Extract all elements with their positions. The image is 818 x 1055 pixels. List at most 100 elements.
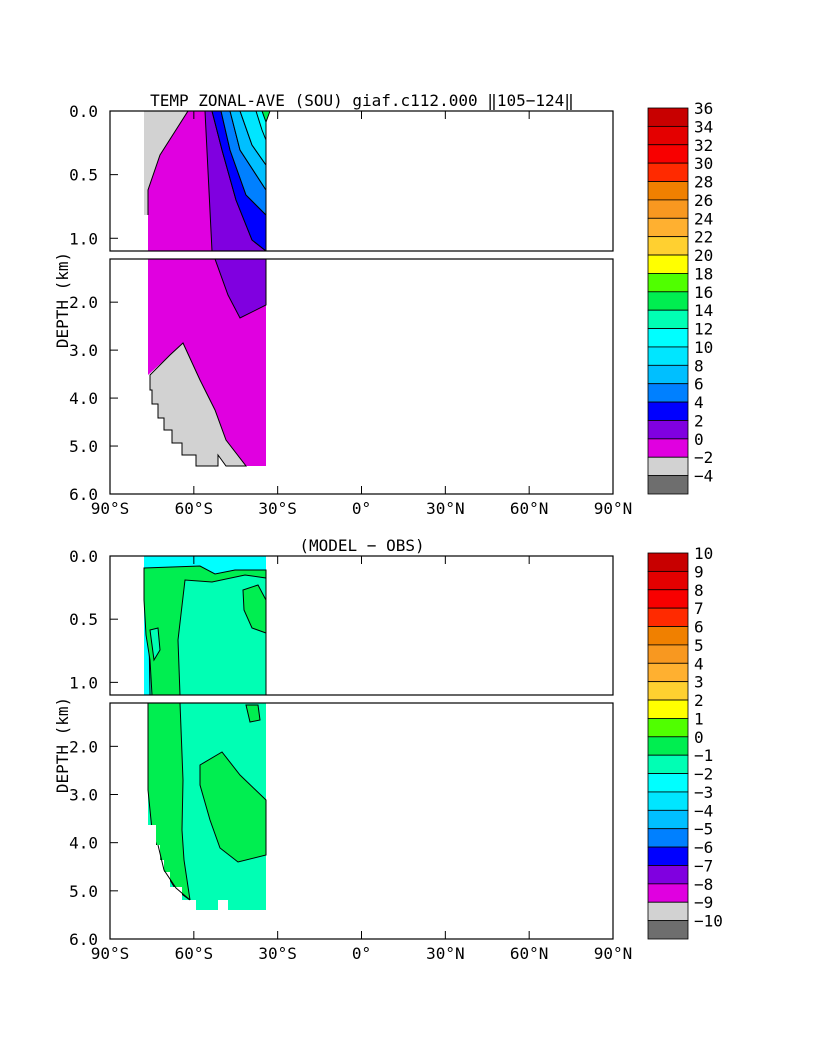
colorbar-swatch bbox=[647, 217, 689, 238]
colorbar-label: 9 bbox=[694, 562, 704, 581]
y-tick-label: 4.0 bbox=[69, 834, 98, 853]
colorbar-swatch bbox=[647, 865, 689, 885]
x-tick-label: 0° bbox=[352, 944, 371, 963]
y-tick-label: 0.0 bbox=[69, 102, 98, 121]
y-tick-label: 2.0 bbox=[69, 737, 98, 756]
x-axis: 90°S 60°S 30°S 0° 30°N 60°N 90°N bbox=[91, 111, 633, 518]
y-tick-label: 5.0 bbox=[69, 882, 98, 901]
fill-cyan bbox=[149, 627, 161, 662]
colorbar-swatch bbox=[647, 475, 689, 495]
y-tick-label: 1.0 bbox=[69, 229, 98, 248]
colorbar-swatch bbox=[647, 846, 689, 866]
colorbar-swatch bbox=[647, 718, 689, 738]
colorbar-swatch bbox=[647, 589, 689, 609]
x-axis: 90°S 60°S 30°S 0° 30°N 60°N 90°N bbox=[91, 556, 632, 963]
y-tick-label: 3.0 bbox=[69, 341, 98, 360]
colorbar-label: −7 bbox=[694, 856, 713, 875]
contour-line bbox=[157, 844, 191, 901]
colorbar-label: 6 bbox=[694, 375, 704, 394]
y-tick-label: 1.0 bbox=[69, 673, 98, 692]
colorbar-label: 30 bbox=[694, 154, 713, 173]
y-tick-label: 0.5 bbox=[69, 166, 98, 185]
colorbar-label: 7 bbox=[694, 599, 704, 618]
fill-cyan bbox=[239, 111, 267, 167]
x-tick-label: 60°S bbox=[175, 499, 214, 518]
colorbar-label: 34 bbox=[694, 117, 713, 136]
colorbar-label: −6 bbox=[694, 838, 713, 857]
fill-green bbox=[199, 751, 267, 863]
x-tick-label: 90°S bbox=[91, 944, 130, 963]
y-axis: 0.0 0.5 1.0 2.0 3.0 4.0 5.0 6.0 bbox=[69, 547, 118, 949]
y-tick-label: 6.0 bbox=[69, 930, 98, 949]
y-tick-label: 4.0 bbox=[69, 389, 98, 408]
colorbar-label: 32 bbox=[694, 136, 713, 155]
colorbar-swatch bbox=[647, 883, 689, 903]
fill-purple bbox=[214, 259, 267, 319]
colorbar-swatch bbox=[647, 901, 689, 922]
colorbar-swatch bbox=[647, 328, 689, 348]
colorbar-label: 3 bbox=[694, 673, 704, 692]
colorbar-swatch bbox=[647, 920, 689, 940]
contour-line bbox=[147, 111, 189, 215]
colorbar-label: 10 bbox=[694, 338, 713, 357]
y-axis-label: DEPTH (km) bbox=[53, 697, 72, 793]
x-tick-label: 90°N bbox=[594, 499, 633, 518]
colorbar-swatch bbox=[647, 773, 689, 793]
colorbar-label: 22 bbox=[694, 228, 713, 247]
y-tick-label: 2.0 bbox=[69, 293, 98, 312]
mask bbox=[148, 825, 196, 910]
colorbar-swatch bbox=[647, 181, 689, 201]
colorbar-label: −9 bbox=[694, 893, 713, 912]
colorbar-label: 10 bbox=[694, 544, 713, 563]
colorbar-label: 14 bbox=[694, 301, 713, 320]
y-axis: 0.0 0.5 1.0 2.0 3.0 4.0 5.0 6.0 bbox=[69, 102, 118, 504]
colorbar-label: 8 bbox=[694, 581, 704, 600]
x-tick-label: 30°N bbox=[426, 499, 465, 518]
colorbar-swatch bbox=[647, 254, 689, 274]
fill-green bbox=[245, 704, 261, 723]
colorbar-swatch bbox=[647, 309, 689, 329]
y-tick-label: 5.0 bbox=[69, 437, 98, 456]
x-tick-label: 60°S bbox=[175, 944, 214, 963]
colorbar-swatch bbox=[647, 791, 689, 811]
colorbar-label: 24 bbox=[694, 209, 713, 228]
colorbar-label: 8 bbox=[694, 356, 704, 375]
colorbar-label: 12 bbox=[694, 320, 713, 339]
colorbar-swatch bbox=[647, 273, 689, 293]
x-tick-label: 90°S bbox=[91, 499, 130, 518]
colorbar-label: 0 bbox=[694, 728, 704, 747]
fill-lightgray bbox=[144, 111, 188, 215]
colorbar-label: 2 bbox=[694, 411, 704, 430]
colorbar-label: 28 bbox=[694, 173, 713, 192]
chart-title: TEMP ZONAL-AVE (SOU) giaf.c112.000 ‖105−… bbox=[150, 91, 574, 110]
colorbar-label: 26 bbox=[694, 191, 713, 210]
colorbar-swatch bbox=[647, 438, 689, 458]
colorbar-swatch bbox=[647, 107, 689, 127]
colorbar-swatch bbox=[647, 754, 689, 774]
colorbar-label: −1 bbox=[694, 746, 713, 765]
colorbar-swatch bbox=[647, 364, 689, 385]
y-axis-label: DEPTH (km) bbox=[53, 252, 72, 348]
colorbar-label: 18 bbox=[694, 264, 713, 283]
colorbar-swatch bbox=[647, 828, 689, 848]
colorbar-swatch bbox=[647, 809, 689, 830]
colorbar-swatch bbox=[647, 199, 689, 219]
temperature-field bbox=[144, 111, 271, 467]
colorbar-swatch bbox=[647, 125, 689, 146]
fill-lightgray bbox=[149, 342, 248, 467]
mask bbox=[218, 900, 228, 910]
colorbar-swatch bbox=[647, 162, 689, 182]
x-tick-label: 30°S bbox=[258, 944, 297, 963]
colorbar-label: −8 bbox=[694, 875, 713, 894]
fill-aqua bbox=[255, 111, 267, 141]
colorbar-label: −4 bbox=[694, 467, 713, 486]
y-tick-label: 3.0 bbox=[69, 786, 98, 805]
colorbar-swatch bbox=[647, 736, 689, 756]
colorbar-label: 16 bbox=[694, 283, 713, 302]
colorbar-swatch bbox=[647, 552, 689, 572]
colorbar-label: −3 bbox=[694, 783, 713, 802]
colorbar-swatch bbox=[647, 644, 689, 664]
